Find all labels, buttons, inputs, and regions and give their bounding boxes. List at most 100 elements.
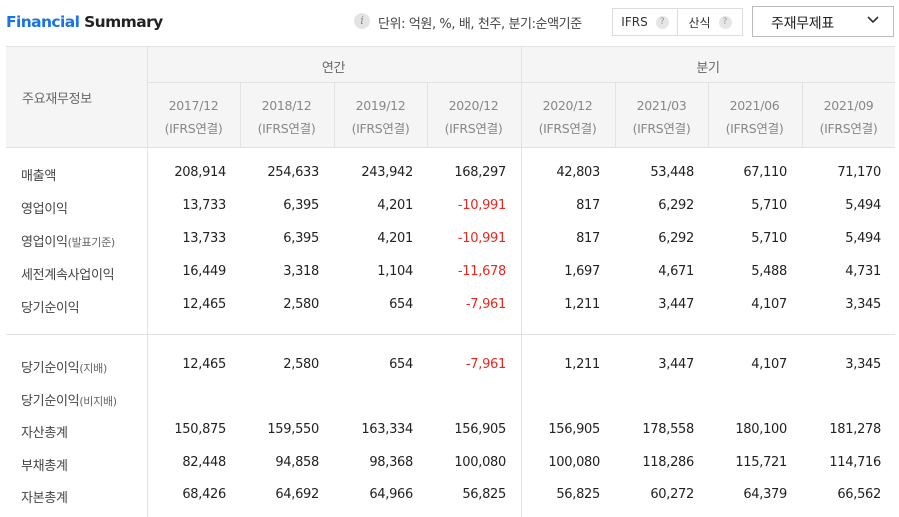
table-cell: -10,991 <box>457 231 506 246</box>
ifrs-option[interactable]: IFRS? <box>613 9 677 35</box>
section-title: Financial Summary <box>6 13 163 31</box>
table-cell: 98,368 <box>369 455 413 470</box>
column-header: 2021/03 (IFRS연결) <box>615 94 708 140</box>
help-icon[interactable]: ? <box>655 15 669 29</box>
table-cell: 60,272 <box>650 487 694 502</box>
chevron-down-icon <box>867 16 879 24</box>
table-cell: 6,395 <box>283 231 319 246</box>
table-cell: 243,942 <box>361 165 413 180</box>
table-cell: 66,562 <box>837 487 881 502</box>
table-cell: 118,286 <box>642 455 694 470</box>
row-label-text: 매출액 <box>21 169 56 184</box>
table-cell: 100,080 <box>454 455 506 470</box>
table-cell: 1,211 <box>564 357 600 372</box>
row-label-text: 영업이익 <box>21 235 68 250</box>
column-header: 2018/12 (IFRS연결) <box>240 94 333 140</box>
table-cell: 4,107 <box>751 357 787 372</box>
table-cell: 12,465 <box>182 297 226 312</box>
row-label-text: 부채총계 <box>21 459 68 474</box>
statement-type-dropdown[interactable]: 주재무제표 <box>752 6 894 37</box>
table-cell: 5,710 <box>751 198 787 213</box>
table-cell: 654 <box>389 357 413 372</box>
table-cell: 6,292 <box>658 198 694 213</box>
table-cell: 3,345 <box>845 297 881 312</box>
column-basis: (IFRS연결) <box>164 121 223 136</box>
row-label: 영업이익(발표기준) <box>21 231 115 250</box>
table-cell: 150,875 <box>174 422 226 437</box>
table-cell: 13,733 <box>182 231 226 246</box>
table-cell: 5,494 <box>845 231 881 246</box>
row-label: 매출액 <box>21 165 56 184</box>
row-label: 세전계속사업이익 <box>21 264 115 283</box>
row-label-text: 당기순이익 <box>21 361 80 376</box>
column-basis: (IFRS연결) <box>351 121 410 136</box>
column-separator <box>802 83 803 147</box>
table-cell: 178,558 <box>642 422 694 437</box>
column-header: 2020/12 (IFRS연결) <box>521 94 614 140</box>
row-label-text: 당기순이익 <box>21 394 80 409</box>
info-icon[interactable]: i <box>354 13 370 29</box>
column-basis: (IFRS연결) <box>819 121 878 136</box>
table-cell: 168,297 <box>454 165 506 180</box>
table-cell: 5,710 <box>751 231 787 246</box>
table-cell: 4,201 <box>377 231 413 246</box>
table-cell: 100,080 <box>548 455 600 470</box>
column-basis: (IFRS연결) <box>538 121 597 136</box>
table-cell: -10,991 <box>457 198 506 213</box>
table-cell: 3,447 <box>658 297 694 312</box>
row-label-text: 자본총계 <box>21 491 68 506</box>
table-cell: 64,379 <box>743 487 787 502</box>
table-cell: 1,697 <box>564 264 600 279</box>
column-separator <box>427 83 428 147</box>
table-cell: 3,345 <box>845 357 881 372</box>
table-cell: 2,580 <box>283 297 319 312</box>
column-period: 2019/12 <box>355 98 406 113</box>
section-divider <box>6 334 895 335</box>
column-separator <box>147 46 148 517</box>
column-period: 2021/03 <box>636 98 687 113</box>
row-label-sub: (지배) <box>79 362 107 375</box>
summary-toolbar: Financial Summary i 단위: 억원, %, 배, 천주, 분기… <box>0 0 899 46</box>
column-header: 2019/12 (IFRS연결) <box>334 94 427 140</box>
table-cell: 3,447 <box>658 357 694 372</box>
column-separator <box>334 83 335 147</box>
table-cell: 5,488 <box>751 264 787 279</box>
row-label-text: 자산총계 <box>21 426 68 441</box>
column-period: 2020/12 <box>542 98 593 113</box>
table-cell: 156,905 <box>454 422 506 437</box>
table-cell: 16,449 <box>182 264 226 279</box>
column-separator <box>521 46 522 517</box>
row-label-sub: (발표기준) <box>67 236 116 249</box>
table-cell: 56,825 <box>462 487 506 502</box>
row-label: 부채총계 <box>21 455 68 474</box>
row-label: 자본총계 <box>21 487 68 506</box>
table-cell: 67,110 <box>743 165 787 180</box>
column-separator <box>708 83 709 147</box>
table-cell: 817 <box>576 198 600 213</box>
corner-label: 주요재무정보 <box>22 92 92 107</box>
table-cell: 12,465 <box>182 357 226 372</box>
column-header: 2021/09 (IFRS연결) <box>802 94 895 140</box>
row-label-sub: (비지배) <box>79 395 117 408</box>
formula-option[interactable]: 산식? <box>677 9 742 35</box>
column-period: 2020/12 <box>448 98 499 113</box>
table-cell: 159,550 <box>267 422 319 437</box>
table-cell: 64,692 <box>275 487 319 502</box>
table-cell: 3,318 <box>283 264 319 279</box>
table-cell: 5,494 <box>845 198 881 213</box>
group-header-quarterly: 분기 <box>696 61 720 76</box>
table-cell: 181,278 <box>829 422 881 437</box>
column-separator <box>615 83 616 147</box>
row-label: 당기순이익 <box>21 297 80 316</box>
table-cell: 56,825 <box>556 487 600 502</box>
table-cell: 114,716 <box>829 455 881 470</box>
row-label: 영업이익 <box>21 198 68 217</box>
row-label-text: 영업이익 <box>21 202 68 217</box>
dropdown-label: 주재무제표 <box>771 16 834 32</box>
table-cell: 2,580 <box>283 357 319 372</box>
table-cell: 163,334 <box>361 422 413 437</box>
column-period: 2021/06 <box>729 98 780 113</box>
help-icon[interactable]: ? <box>718 15 732 29</box>
accounting-standard-group: IFRS? 산식? <box>612 8 743 36</box>
table-cell: 42,803 <box>556 165 600 180</box>
